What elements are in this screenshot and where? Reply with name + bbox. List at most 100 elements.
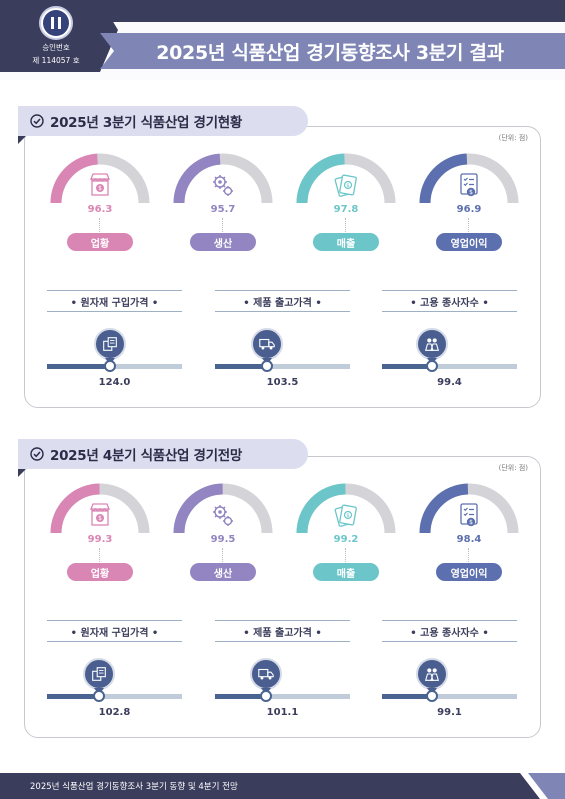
gauge-label: 영업이익 — [436, 563, 502, 581]
indicator-knob — [426, 690, 439, 702]
people-icon — [416, 328, 449, 360]
gauge-value: 99.5 — [210, 534, 236, 545]
indicator-2: • 제품 출고가격 • 103.5 — [215, 290, 350, 400]
gauge-connector — [99, 218, 100, 232]
indicator-value: 99.1 — [437, 707, 462, 718]
agency-logo-block: 승인번호 제 114057 호 — [20, 6, 92, 66]
gauge-2: 95.7 생산 — [168, 147, 278, 257]
truck-icon — [250, 658, 283, 690]
page-header: 승인번호 제 114057 호 2025년 식품산업 경기동향조사 3분기 결과 — [0, 0, 565, 80]
check-circle-icon — [30, 447, 44, 461]
indicator-fill — [215, 694, 267, 699]
svg-text:$: $ — [98, 185, 102, 192]
unit-label: (단위: 점) — [498, 464, 528, 472]
gauge-value: 98.4 — [456, 534, 482, 545]
gauge-connector — [345, 218, 346, 232]
indicator-3: • 고용 종사자수 • 99.1 — [382, 620, 517, 730]
indicator-value: 124.0 — [98, 377, 131, 388]
indicator-knob — [426, 360, 439, 372]
indicator-fill — [47, 694, 99, 699]
gauge-value: 96.9 — [456, 204, 482, 215]
report-icon: $ — [457, 501, 481, 529]
indicator-fill — [215, 364, 268, 369]
indicator-label: • 고용 종사자수 • — [382, 620, 517, 642]
gauge-4: $98.4 영업이익 — [414, 477, 524, 587]
gauge-value: 97.8 — [333, 204, 359, 215]
svg-text:$: $ — [98, 515, 102, 522]
indicator-track — [215, 690, 350, 702]
gauge-label: 매출 — [313, 563, 379, 581]
gauge-1: $96.3 업황 — [45, 147, 155, 257]
page-footer: 2025년 식품산업 경기동향조사 3분기 동향 및 4분기 전망 — [0, 773, 565, 799]
indicator-fill — [382, 694, 433, 699]
indicator-knob — [261, 360, 274, 372]
indicator-value: 103.5 — [266, 377, 299, 388]
gauge-label: 매출 — [313, 233, 379, 251]
section-title-q4: 2025년 4분기 식품산업 경기전망 — [18, 439, 308, 477]
truck-icon — [251, 328, 284, 360]
gauge-connector — [345, 548, 346, 562]
indicator-value: 99.4 — [437, 377, 462, 388]
indicator-knob — [93, 690, 105, 702]
money-icon: $ — [334, 501, 358, 529]
gauge-arc — [173, 153, 273, 204]
gauge-connector — [468, 218, 469, 232]
gauge-value: 99.3 — [87, 534, 113, 545]
store-icon: $ — [88, 171, 112, 199]
indicator-track — [382, 360, 517, 372]
indicator-fill — [47, 364, 110, 369]
svg-text:$: $ — [346, 513, 350, 519]
page-title: 2025년 식품산업 경기동향조사 3분기 결과 — [156, 41, 504, 64]
indicator-2: • 제품 출고가격 • 101.1 — [215, 620, 350, 730]
gear-icon — [211, 171, 235, 199]
gauge-label: 업황 — [67, 563, 133, 581]
gear-icon — [211, 501, 235, 529]
materials-icon — [93, 328, 126, 360]
indicator-3: • 고용 종사자수 • 99.4 — [382, 290, 517, 400]
indicator-label: • 고용 종사자수 • — [382, 290, 517, 312]
svg-text:$: $ — [346, 183, 350, 189]
check-circle-icon — [30, 114, 44, 128]
section-title-q3: 2025년 3분기 식품산업 경기현황 — [18, 106, 308, 144]
gauge-connector — [99, 548, 100, 562]
indicator-track — [47, 360, 182, 372]
gauge-arc — [296, 483, 396, 534]
indicator-track — [215, 360, 350, 372]
unit-label: (단위: 점) — [498, 134, 528, 142]
agency-logo-icon — [39, 6, 73, 40]
indicator-1: • 원자재 구입가격 • 124.0 — [47, 290, 182, 400]
gauge-connector — [222, 218, 223, 232]
gauge-arc — [173, 483, 273, 534]
indicator-1: • 원자재 구입가격 • 102.8 — [47, 620, 182, 730]
approval-label: 승인번호 — [42, 43, 70, 52]
section-q4-outlook: (단위: 점) $99.3 업황 99.5 생산 $99.2 매출 $98.4 영업이익 • 원… — [24, 456, 541, 738]
svg-text:$: $ — [469, 519, 473, 526]
gauge-arc — [419, 483, 519, 534]
indicator-label: • 원자재 구입가격 • — [47, 620, 182, 642]
footer-text: 2025년 식품산업 경기동향조사 3분기 동향 및 4분기 전망 — [30, 782, 238, 792]
svg-text:$: $ — [469, 189, 473, 196]
gauge-arc — [296, 153, 396, 204]
section-q3-status: (단위: 점) $96.3 업황 95.7 생산 $97.8 매출 $96.9 영업이익 • 원… — [24, 126, 541, 408]
materials-icon — [83, 658, 115, 690]
gauge-value: 95.7 — [210, 204, 236, 215]
indicator-fill — [382, 364, 433, 369]
gauge-connector — [222, 548, 223, 562]
section-title-text: 2025년 3분기 식품산업 경기현황 — [50, 115, 242, 131]
gauge-arc — [50, 153, 150, 204]
indicator-track — [382, 690, 517, 702]
gauge-1: $99.3 업황 — [45, 477, 155, 587]
approval-number: 제 114057 호 — [32, 56, 80, 65]
indicator-knob — [103, 360, 116, 372]
gauge-4: $96.9 영업이익 — [414, 147, 524, 257]
indicator-knob — [260, 690, 273, 702]
indicator-label: • 제품 출고가격 • — [215, 620, 350, 642]
gauge-2: 99.5 생산 — [168, 477, 278, 587]
gauge-3: $99.2 매출 — [291, 477, 401, 587]
indicator-value: 102.8 — [98, 707, 131, 718]
store-icon: $ — [88, 501, 112, 529]
gauge-value: 96.3 — [87, 204, 113, 215]
gauge-3: $97.8 매출 — [291, 147, 401, 257]
header-background — [0, 0, 565, 72]
gauge-label: 생산 — [190, 233, 256, 251]
